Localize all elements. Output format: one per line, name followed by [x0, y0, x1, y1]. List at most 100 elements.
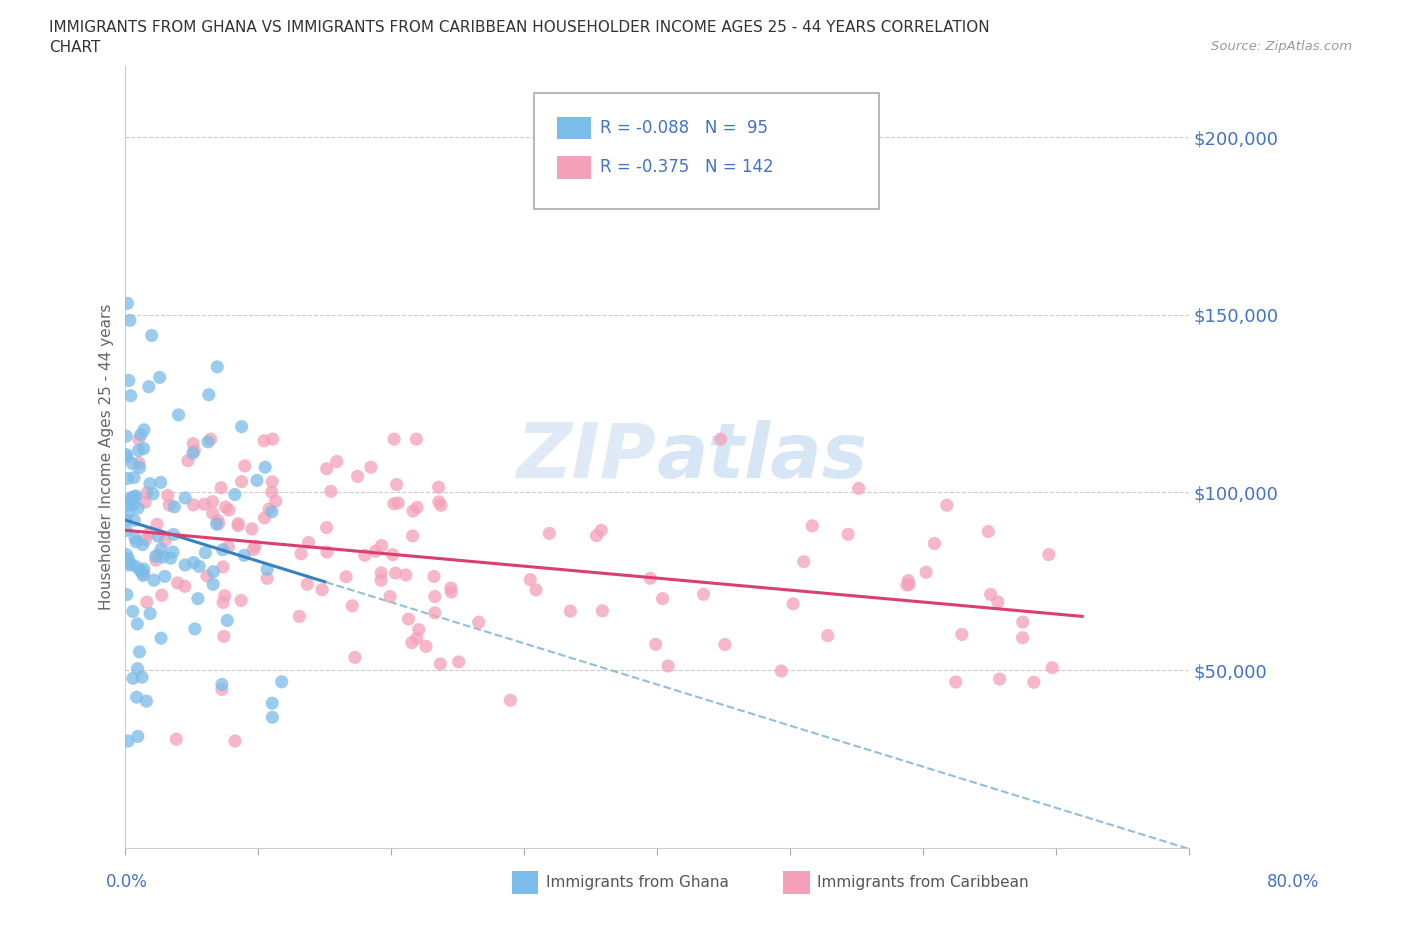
Point: [402, 503, 425, 518]
Text: Immigrants from Ghana: Immigrants from Ghana: [546, 875, 728, 890]
Point: [427, 495, 450, 510]
Point: [395, 567, 418, 582]
Point: [423, 589, 446, 604]
Point: [260, 504, 283, 519]
Point: [692, 587, 714, 602]
Point: [224, 487, 246, 502]
Point: [150, 542, 173, 557]
Point: [262, 474, 284, 489]
Point: [128, 456, 150, 471]
Point: [159, 551, 181, 565]
Point: [124, 530, 146, 545]
Point: [950, 627, 973, 642]
Point: [423, 605, 446, 620]
Point: [146, 517, 169, 532]
Point: [117, 505, 139, 520]
Point: [896, 578, 918, 592]
Point: [214, 589, 236, 604]
Point: [166, 576, 188, 591]
Point: [127, 729, 149, 744]
Point: [370, 538, 392, 553]
Point: [181, 436, 204, 451]
Point: [226, 516, 249, 531]
Point: [360, 459, 382, 474]
Point: [145, 549, 167, 564]
Point: [122, 671, 145, 685]
Point: [430, 498, 453, 512]
Y-axis label: Householder Income Ages 25 - 44 years: Householder Income Ages 25 - 44 years: [100, 304, 114, 610]
Point: [519, 572, 541, 587]
Point: [197, 434, 219, 449]
Point: [714, 637, 737, 652]
Point: [211, 682, 233, 697]
Point: [945, 674, 967, 689]
Point: [217, 613, 239, 628]
Point: [233, 458, 256, 473]
Point: [297, 535, 319, 550]
Point: [145, 552, 167, 567]
Point: [253, 433, 276, 448]
Point: [121, 456, 143, 471]
Point: [115, 429, 138, 444]
Point: [315, 520, 337, 535]
Point: [115, 547, 138, 562]
Point: [384, 565, 406, 580]
Point: [117, 734, 139, 749]
Point: [129, 427, 152, 442]
Point: [387, 496, 409, 511]
Point: [211, 542, 233, 557]
Point: [207, 359, 229, 374]
Point: [1011, 615, 1033, 630]
Point: [370, 565, 392, 580]
Point: [120, 490, 142, 505]
Point: [288, 609, 311, 624]
Point: [202, 577, 225, 591]
Point: [898, 577, 921, 591]
Point: [194, 545, 217, 560]
Point: [644, 637, 666, 652]
Point: [125, 488, 148, 503]
Text: R = -0.088   N =  95: R = -0.088 N = 95: [600, 119, 768, 138]
Point: [415, 639, 437, 654]
Point: [134, 495, 156, 510]
Point: [256, 571, 278, 586]
Point: [120, 492, 142, 507]
Point: [184, 621, 207, 636]
Point: [343, 650, 366, 665]
Point: [262, 696, 284, 711]
Point: [385, 477, 408, 492]
Point: [218, 539, 240, 554]
Text: R = -0.375   N = 142: R = -0.375 N = 142: [600, 158, 773, 177]
Point: [427, 480, 450, 495]
Point: [980, 587, 1002, 602]
Point: [253, 511, 276, 525]
Point: [115, 587, 138, 602]
Point: [242, 542, 264, 557]
Point: [115, 512, 138, 527]
Point: [988, 671, 1011, 686]
Point: [127, 617, 149, 631]
Point: [440, 585, 463, 600]
Point: [354, 548, 377, 563]
Point: [162, 527, 184, 542]
Point: [560, 604, 582, 618]
Point: [335, 569, 357, 584]
Point: [405, 432, 427, 446]
Point: [132, 562, 155, 577]
Point: [201, 506, 224, 521]
Point: [120, 389, 142, 404]
Point: [152, 550, 174, 565]
Text: atlas: atlas: [657, 419, 868, 494]
Point: [316, 545, 339, 560]
Point: [447, 655, 470, 670]
Point: [214, 499, 236, 514]
Point: [115, 447, 138, 462]
Point: [793, 554, 815, 569]
Point: [229, 593, 252, 608]
Point: [524, 582, 547, 597]
Point: [256, 562, 278, 577]
Point: [125, 560, 148, 575]
Point: [127, 661, 149, 676]
Point: [817, 628, 839, 643]
Point: [657, 658, 679, 673]
